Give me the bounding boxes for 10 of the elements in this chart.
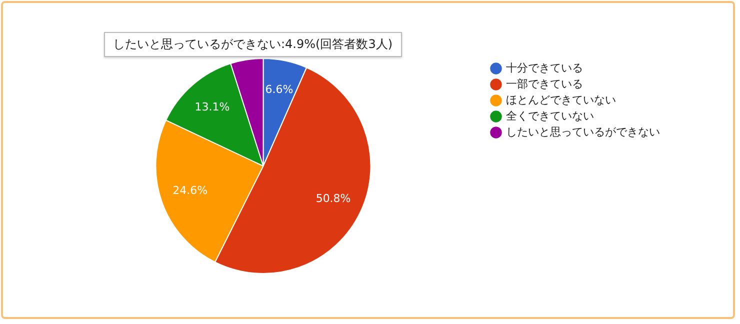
data-label: 13.1% bbox=[194, 100, 230, 114]
data-label: 50.8% bbox=[316, 192, 351, 205]
legend-label: 全くできていない bbox=[506, 109, 594, 122]
data-label: 24.6% bbox=[172, 184, 208, 198]
text: したいと思っているができない:4.9%(回答者数3人) bbox=[104, 32, 402, 57]
legend-label: ほとんどできていない bbox=[506, 93, 616, 106]
legend-label: 一部できている bbox=[506, 77, 583, 90]
data-label: 6.6% bbox=[265, 83, 294, 96]
legend-label: したいと思っているができない bbox=[506, 125, 660, 138]
legend-label: 十分できている bbox=[506, 61, 583, 74]
